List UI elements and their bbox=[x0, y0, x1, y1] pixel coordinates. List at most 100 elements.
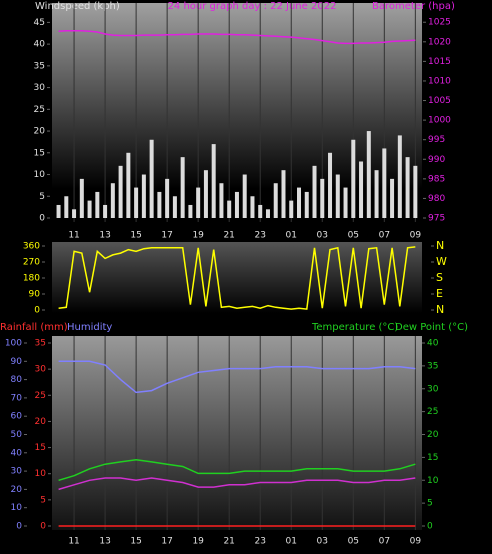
x-tick-label: 15 bbox=[130, 231, 141, 241]
humidity-axis-title: Humidity bbox=[67, 322, 112, 333]
x-tick-label: 17 bbox=[161, 537, 172, 547]
x-tick-label: 21 bbox=[223, 231, 234, 241]
y-tick-label: 0 bbox=[16, 522, 22, 532]
y-tick-label: 35 bbox=[35, 339, 46, 349]
temperature-axis-title: Temperature (°C) bbox=[311, 322, 398, 333]
y-tick-label: 20 bbox=[427, 430, 439, 440]
x-tick-label: 09 bbox=[410, 231, 422, 241]
wind-bar bbox=[242, 174, 247, 218]
wind-bar bbox=[335, 174, 340, 218]
x-tick-label: 21 bbox=[223, 537, 234, 547]
x-tick-label: 07 bbox=[379, 537, 390, 547]
y-tick-label: 45 bbox=[34, 18, 45, 28]
y-tick-label: 5 bbox=[427, 499, 433, 509]
y-tick-label: 80 bbox=[11, 375, 23, 385]
x-tick-label: 05 bbox=[348, 231, 359, 241]
y-tick-label: 40 bbox=[427, 339, 439, 349]
y-tick-label: 180 bbox=[23, 274, 40, 284]
wind-bar bbox=[172, 196, 177, 218]
y-tick-label: 60 bbox=[11, 412, 23, 422]
wind-bar bbox=[250, 196, 255, 218]
wind-bar bbox=[405, 157, 410, 218]
x-tick-label: 19 bbox=[192, 231, 204, 241]
series-line bbox=[58, 246, 416, 310]
wind-bar bbox=[304, 191, 309, 218]
x-tick-label: 19 bbox=[192, 537, 204, 547]
wind-bar bbox=[374, 170, 379, 218]
y-tick-label: 15 bbox=[35, 443, 46, 453]
y-tick-label: W bbox=[436, 255, 447, 268]
wind-bar bbox=[180, 157, 185, 218]
x-tick-label: 13 bbox=[99, 537, 110, 547]
y-tick-label: 15 bbox=[34, 148, 45, 158]
y-tick-label: 25 bbox=[35, 391, 46, 401]
y-tick-label: 30 bbox=[34, 83, 46, 93]
y-tick-label: 980 bbox=[428, 194, 445, 204]
wind-bar bbox=[297, 187, 301, 218]
wind-bar bbox=[87, 200, 92, 218]
wind-bar bbox=[219, 183, 224, 218]
wind-bar bbox=[95, 191, 100, 218]
x-tick-label: 13 bbox=[99, 231, 110, 241]
rain-axis-title: Rainfall (mm) bbox=[0, 322, 68, 333]
y-tick-label: 35 bbox=[427, 361, 438, 371]
barometer-axis-title: Barometer (hpa) bbox=[372, 1, 455, 12]
y-tick-label: 0 bbox=[39, 214, 45, 224]
y-tick-label: 975 bbox=[428, 214, 445, 224]
y-tick-label: 5 bbox=[40, 495, 46, 505]
y-tick-label: 1005 bbox=[428, 96, 451, 106]
y-tick-label: 1000 bbox=[428, 116, 451, 126]
wind-axis-title: Windspeed (kph) bbox=[35, 1, 120, 12]
wind-bar bbox=[149, 139, 154, 218]
wind-bar bbox=[110, 183, 115, 218]
x-tick-label: 17 bbox=[161, 231, 172, 241]
x-tick-label: 23 bbox=[254, 231, 265, 241]
x-tick-label: 07 bbox=[379, 231, 390, 241]
wind-bar bbox=[64, 196, 69, 218]
wind-bar bbox=[126, 152, 131, 218]
y-tick-label: 10 bbox=[34, 170, 46, 180]
y-tick-label: 30 bbox=[35, 365, 47, 375]
wind-bar bbox=[273, 183, 278, 218]
wind-bar bbox=[351, 139, 356, 218]
panel-wind bbox=[52, 3, 422, 222]
wind-bar bbox=[328, 152, 333, 218]
wind-bar bbox=[196, 187, 201, 218]
wind-bar bbox=[118, 165, 123, 218]
wind-bar bbox=[234, 191, 239, 218]
y-tick-label: 0 bbox=[40, 522, 46, 532]
wind-bar bbox=[141, 174, 146, 218]
y-tick-label: 1020 bbox=[428, 37, 451, 47]
y-tick-label: 40 bbox=[34, 40, 46, 50]
wind-bar bbox=[188, 204, 193, 218]
wind-bar bbox=[157, 191, 162, 218]
y-tick-label: 100 bbox=[5, 339, 22, 349]
y-tick-label: 35 bbox=[34, 61, 45, 71]
y-tick-label: 15 bbox=[427, 453, 438, 463]
y-tick-label: 0 bbox=[427, 522, 433, 532]
dewpoint-axis-title: Dew Point (°C) bbox=[395, 322, 468, 333]
y-tick-label: 50 bbox=[11, 430, 23, 440]
wind-bar bbox=[265, 209, 270, 218]
y-tick-label: E bbox=[436, 287, 443, 300]
y-tick-label: 360 bbox=[23, 242, 40, 252]
wind-bar bbox=[56, 204, 61, 218]
wind-bar bbox=[203, 170, 208, 218]
wind-bar bbox=[211, 144, 216, 218]
y-tick-label: 5 bbox=[39, 192, 45, 202]
wind-bar bbox=[320, 178, 325, 218]
x-tick-label: 03 bbox=[317, 231, 328, 241]
y-tick-label: 10 bbox=[35, 469, 47, 479]
chart-title: 24 hour graph day : 22 June 2022 bbox=[168, 1, 337, 12]
y-tick-label: 20 bbox=[35, 417, 47, 427]
y-tick-label: N bbox=[436, 239, 444, 252]
series-line bbox=[58, 477, 416, 491]
y-tick-label: 990 bbox=[428, 155, 445, 165]
y-tick-label: 25 bbox=[427, 407, 438, 417]
x-tick-label: 23 bbox=[254, 537, 265, 547]
wind-bar bbox=[390, 178, 395, 218]
series-line bbox=[58, 360, 416, 394]
wind-bar bbox=[289, 200, 294, 218]
y-tick-label: 270 bbox=[23, 258, 40, 268]
